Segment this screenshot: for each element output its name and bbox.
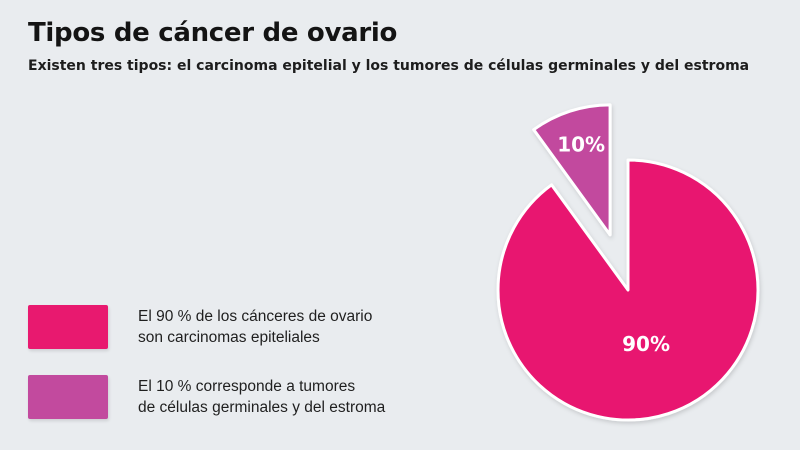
chart-title: Tipos de cáncer de ovario [28, 18, 398, 48]
chart-subtitle: Existen tres tipos: el carcinoma epiteli… [28, 58, 750, 74]
pie-slice-epithelial [496, 158, 760, 422]
slice-label-epithelial: 90% [622, 332, 670, 356]
legend-swatch-germinal-stroma [28, 375, 108, 419]
legend-line: son carcinomas epiteliales [138, 329, 320, 346]
slice-label-germinal-stroma: 10% [557, 132, 605, 156]
legend-line: de células germinales y del estroma [138, 399, 386, 416]
legend: El 90 % de los cánceres de ovario son ca… [28, 305, 385, 445]
legend-swatch-epithelial [28, 305, 108, 349]
legend-line: El 90 % de los cánceres de ovario [138, 308, 373, 325]
legend-item-germinal-stroma: El 10 % corresponde a tumores de células… [28, 375, 385, 419]
legend-item-epithelial: El 90 % de los cánceres de ovario son ca… [28, 305, 385, 349]
legend-line: El 10 % corresponde a tumores [138, 378, 356, 395]
pie-slice-germinal-stroma [532, 103, 612, 237]
legend-text-epithelial: El 90 % de los cánceres de ovario son ca… [138, 306, 372, 348]
legend-text-germinal-stroma: El 10 % corresponde a tumores de células… [138, 376, 385, 418]
